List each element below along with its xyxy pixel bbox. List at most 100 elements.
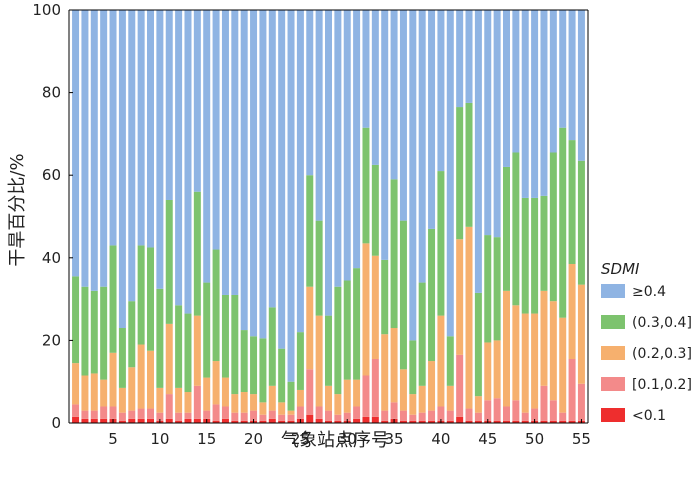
bar-segment-s3-46 <box>493 340 501 399</box>
legend-swatch-1 <box>601 284 625 298</box>
bar-segment-s4-27 <box>315 220 323 316</box>
bar-segment-s3-23 <box>278 402 286 415</box>
bar-segment-s2-8 <box>137 408 145 419</box>
bar-segment-s4-45 <box>484 235 492 343</box>
bar-segment-s4-50 <box>531 197 539 314</box>
x-tick-label-10: 10 <box>150 430 169 448</box>
bar-segment-s5-8 <box>137 10 145 246</box>
legend-label-3: (0.2,0.3] <box>632 346 692 362</box>
bar-segment-s4-42 <box>456 107 464 240</box>
bar-segment-s2-2 <box>81 410 89 419</box>
bar-segment-s4-52 <box>549 152 557 302</box>
bar-segment-s4-2 <box>81 286 89 376</box>
legend-swatch-3 <box>601 346 625 360</box>
bar-segment-s3-12 <box>175 387 183 413</box>
bar-segment-s4-3 <box>90 290 98 374</box>
bar-segment-s2-43 <box>465 408 473 421</box>
bar-segment-s2-14 <box>193 385 201 419</box>
legend-label-4: [0.1,0.2] <box>632 377 692 393</box>
bar-segment-s3-33 <box>371 255 379 359</box>
bar-segment-s3-15 <box>203 377 211 411</box>
bar-segment-s3-55 <box>577 284 585 384</box>
x-tick-label-30: 30 <box>338 430 357 448</box>
bar-segment-s1-13 <box>184 418 192 423</box>
bar-segment-s1-27 <box>315 418 323 423</box>
bar-segment-s3-50 <box>531 313 539 409</box>
bar-segment-s2-1 <box>72 404 80 417</box>
x-tick-label-15: 15 <box>197 430 216 448</box>
bar-segment-s2-19 <box>240 412 248 421</box>
bar-segment-s5-50 <box>531 10 539 198</box>
bar-segment-s3-49 <box>521 313 529 413</box>
bar-segment-s3-54 <box>568 264 576 359</box>
bar-segment-s1-32 <box>362 416 370 423</box>
bar-segment-s5-52 <box>549 10 557 153</box>
bar-segment-s1-49 <box>521 420 529 423</box>
bar-segment-s3-40 <box>437 315 445 407</box>
bar-segment-s1-7 <box>128 418 136 423</box>
bar-segment-s1-11 <box>165 418 173 423</box>
bar-segment-s1-23 <box>278 420 286 423</box>
bar-segment-s4-39 <box>428 228 436 362</box>
bar-segment-s5-34 <box>381 10 389 260</box>
bar-segment-s5-28 <box>325 10 332 316</box>
bar-segment-s5-40 <box>437 10 445 172</box>
bar-segment-s2-49 <box>521 412 529 421</box>
bar-segment-s3-21 <box>259 402 267 415</box>
bar-segment-s5-46 <box>493 10 501 238</box>
x-tick-label-20: 20 <box>244 430 263 448</box>
bar-segment-s2-15 <box>203 410 211 419</box>
y-axis-title: 干旱百分比/% <box>7 153 28 266</box>
bar-segment-s1-18 <box>231 420 239 423</box>
y-tick-label-100: 100 <box>32 1 61 19</box>
bar-segment-s1-34 <box>381 420 389 423</box>
bar-segment-s1-6 <box>118 420 126 423</box>
bar-segment-s5-37 <box>409 10 417 341</box>
bar-segment-s2-36 <box>399 410 407 421</box>
bar-segment-s4-46 <box>493 237 501 341</box>
bar-segment-s5-7 <box>128 10 136 302</box>
bar-segment-s1-28 <box>325 420 332 423</box>
bar-segment-s4-6 <box>118 328 126 388</box>
bar-segment-s1-19 <box>240 420 248 423</box>
bar-segment-s2-11 <box>165 394 173 419</box>
bar-segment-s4-33 <box>371 164 379 256</box>
bar-segment-s5-29 <box>334 10 342 287</box>
bar-segment-s5-55 <box>577 10 585 161</box>
bar-segment-s2-10 <box>156 412 164 421</box>
bar-segment-s5-26 <box>306 10 314 176</box>
bar-segment-s5-36 <box>399 10 407 221</box>
bar-segment-s2-42 <box>456 354 464 417</box>
bar-segment-s3-37 <box>409 394 417 415</box>
bar-segment-s1-43 <box>465 420 473 423</box>
bar-segment-s5-27 <box>315 10 323 221</box>
bar-segment-s1-16 <box>212 420 220 423</box>
bar-segment-s2-4 <box>100 406 108 419</box>
bar-segment-s3-19 <box>240 392 248 413</box>
bar-segment-s1-52 <box>549 420 557 423</box>
bar-segment-s1-2 <box>81 418 89 423</box>
bar-segment-s4-23 <box>278 348 286 403</box>
bar-segment-s2-47 <box>503 406 510 421</box>
bar-segment-s5-35 <box>390 10 398 180</box>
bar-segment-s4-35 <box>390 179 398 329</box>
bar-segment-s1-29 <box>334 420 342 423</box>
bar-segment-s3-30 <box>343 379 351 413</box>
bar-segment-s3-16 <box>212 361 220 405</box>
bar-segment-s2-35 <box>390 402 398 419</box>
bar-segment-s2-37 <box>409 414 417 421</box>
bar-segment-s5-22 <box>268 10 276 308</box>
bar-segment-s4-24 <box>287 381 295 411</box>
bar-segment-s4-43 <box>465 102 473 227</box>
bar-segment-s2-29 <box>334 414 342 421</box>
bar-segment-s3-45 <box>484 342 492 401</box>
bar-segment-s1-24 <box>287 420 295 423</box>
bar-segment-s2-7 <box>128 410 136 419</box>
bar-segment-s4-30 <box>343 280 351 380</box>
bar-segment-s1-38 <box>418 420 426 423</box>
bar-segment-s3-4 <box>100 379 108 407</box>
bar-segment-s3-41 <box>446 385 454 411</box>
y-tick-label-40: 40 <box>42 249 61 267</box>
